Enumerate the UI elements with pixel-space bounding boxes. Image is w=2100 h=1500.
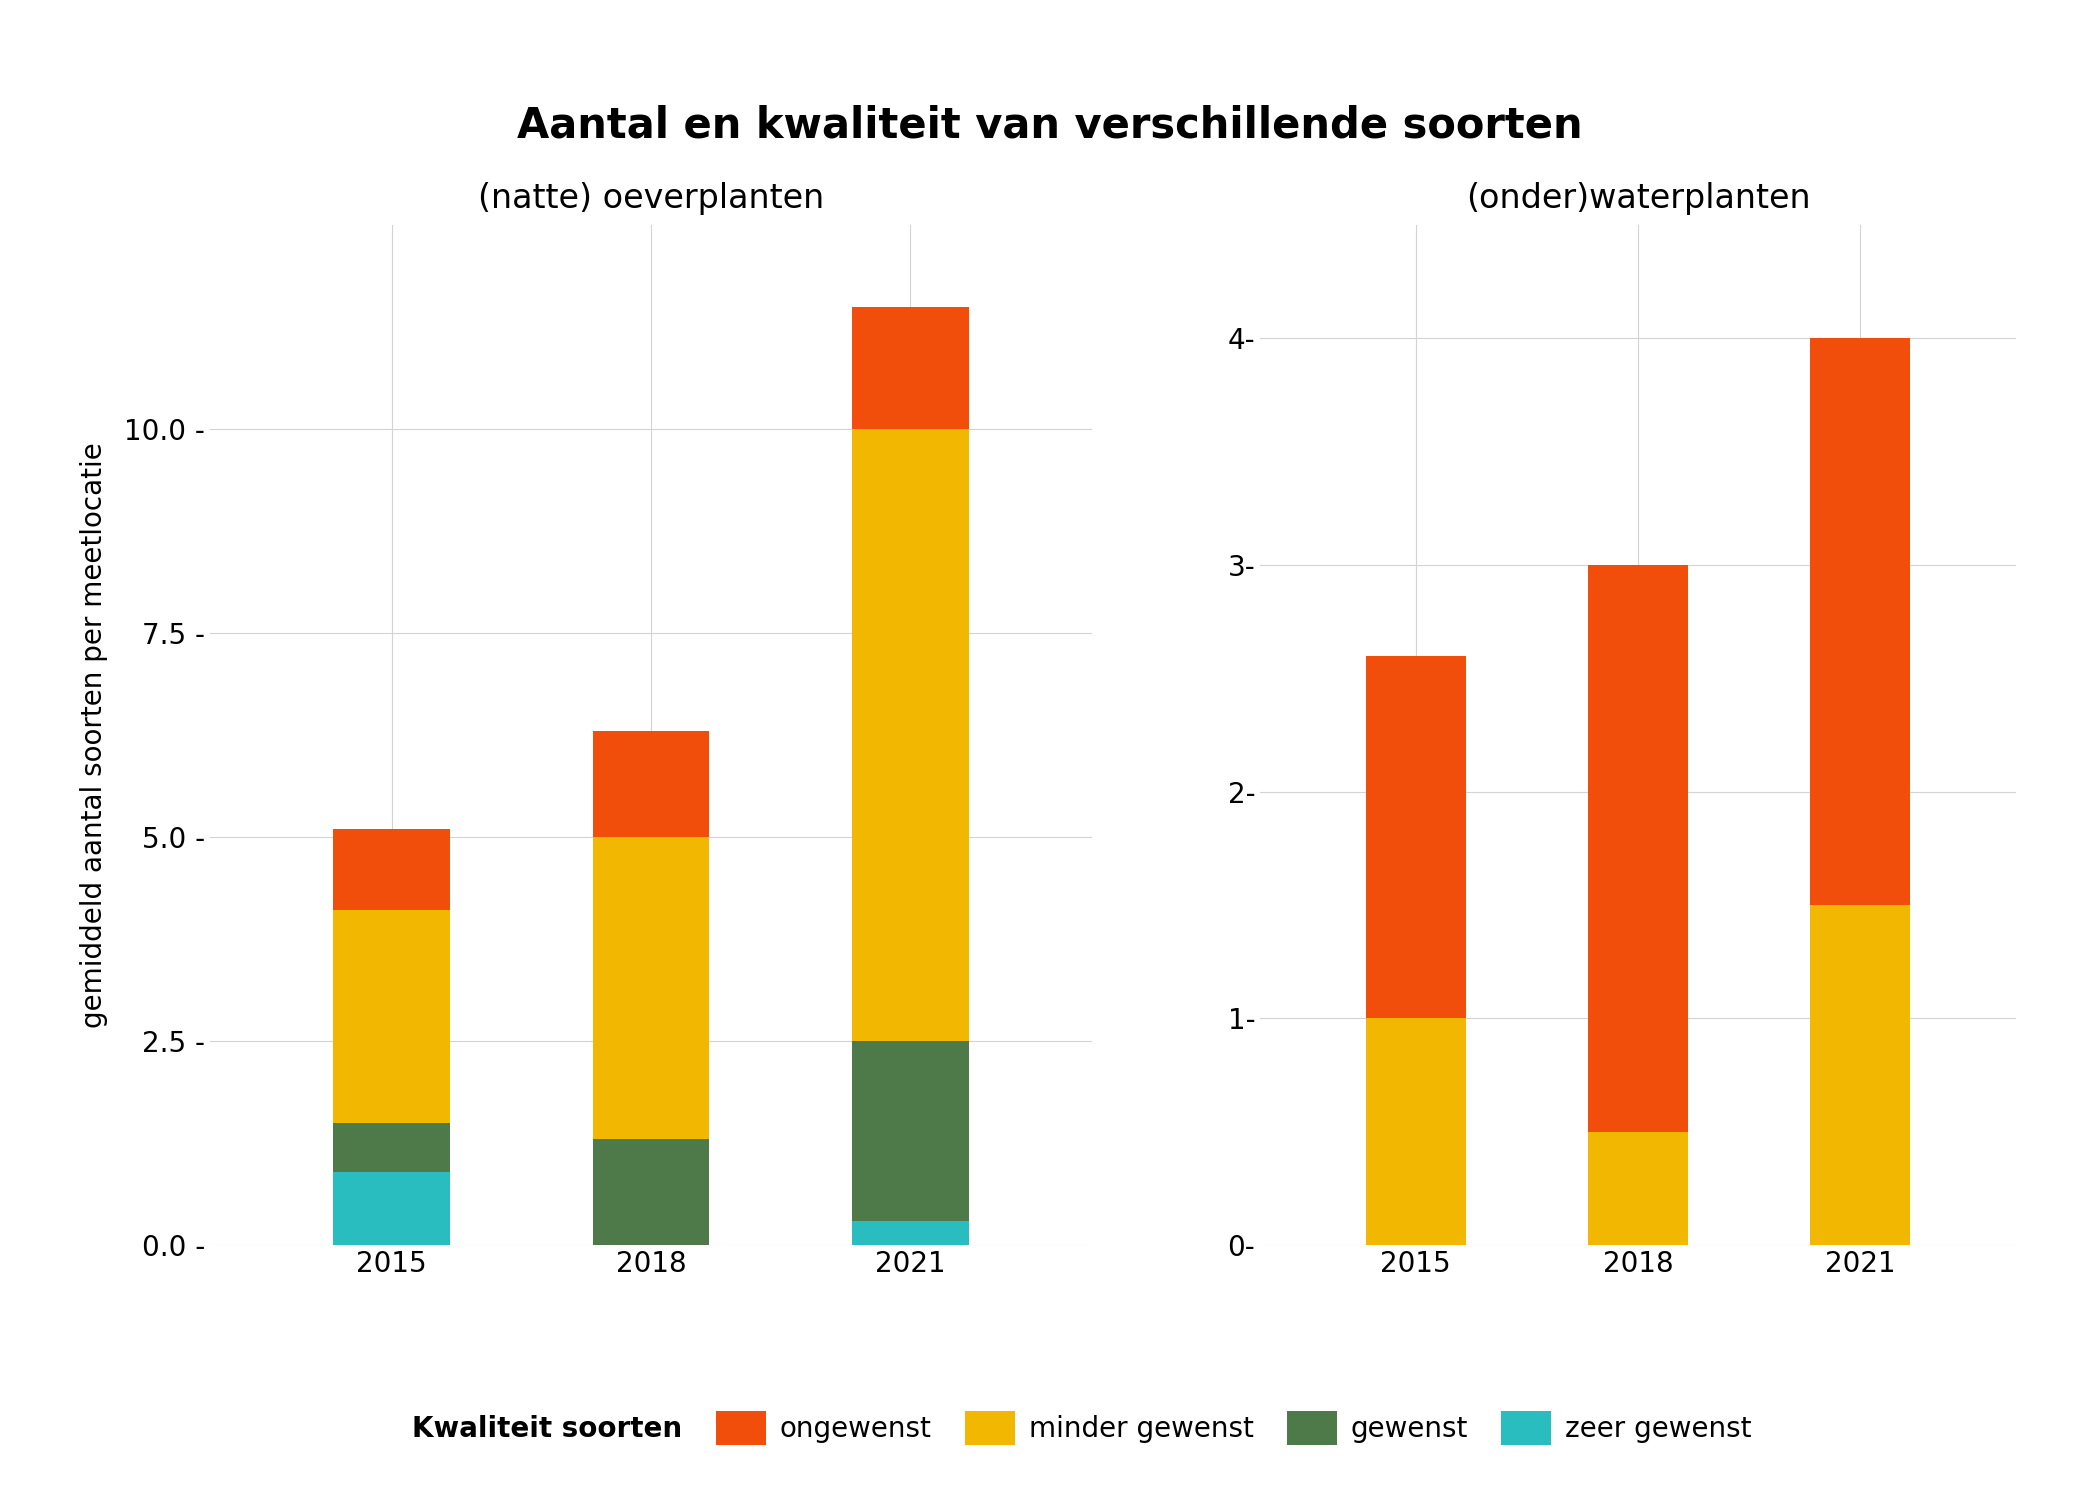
Bar — [1810, 904, 1911, 1245]
Bar — [853, 1041, 968, 1221]
Y-axis label: gemiddeld aantal soorten per meetlocatie: gemiddeld aantal soorten per meetlocatie — [80, 442, 107, 1028]
Bar — [1365, 656, 1466, 1018]
Bar — [1365, 1019, 1466, 1245]
Bar — [592, 730, 710, 837]
Bar — [334, 830, 449, 910]
Bar — [853, 306, 968, 429]
Title: (natte) oeverplanten: (natte) oeverplanten — [479, 183, 823, 216]
Bar — [1810, 339, 1911, 904]
Bar — [592, 1138, 710, 1245]
Title: (onder)waterplanten: (onder)waterplanten — [1466, 183, 1810, 216]
Legend: Kwaliteit soorten, ongewenst, minder gewenst, gewenst, zeer gewenst: Kwaliteit soorten, ongewenst, minder gew… — [338, 1400, 1762, 1456]
Bar — [592, 837, 710, 1138]
Bar — [334, 910, 449, 1122]
Bar — [334, 1172, 449, 1245]
Bar — [853, 1221, 968, 1245]
Bar — [334, 1122, 449, 1172]
Bar — [853, 429, 968, 1041]
Bar — [1588, 1131, 1688, 1245]
Bar — [1588, 566, 1688, 1131]
Text: Aantal en kwaliteit van verschillende soorten: Aantal en kwaliteit van verschillende so… — [517, 105, 1583, 147]
